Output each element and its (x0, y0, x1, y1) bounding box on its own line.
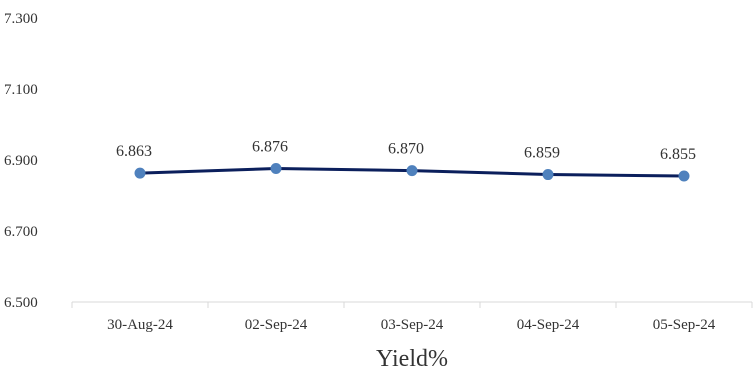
x-tick-label: 04-Sep-24 (517, 317, 580, 333)
data-label: 6.876 (252, 139, 288, 156)
series-markers (134, 163, 690, 182)
data-point (678, 170, 690, 182)
y-tick-label: 6.500 (4, 295, 38, 311)
x-tick-label: 03-Sep-24 (381, 317, 444, 333)
x-axis-tick-marks (71, 302, 753, 308)
data-point (406, 165, 418, 177)
y-tick-label: 6.900 (4, 153, 38, 169)
data-label: 6.859 (524, 145, 560, 162)
x-axis-tick-labels: 30-Aug-24 02-Sep-24 03-Sep-24 04-Sep-24 05-S… (107, 317, 716, 333)
x-axis-title: Yield% (376, 346, 448, 372)
y-tick-label: 6.700 (4, 224, 38, 240)
data-label: 6.863 (116, 143, 152, 160)
y-tick-label: 7.100 (4, 82, 38, 98)
data-label: 6.870 (388, 141, 424, 158)
data-point (542, 169, 554, 181)
x-tick-label: 02-Sep-24 (245, 317, 308, 333)
data-label: 6.855 (660, 146, 696, 163)
data-point (270, 163, 282, 175)
data-point (134, 167, 146, 179)
y-tick-label: 7.300 (4, 11, 38, 27)
x-tick-label: 05-Sep-24 (653, 317, 716, 333)
data-labels: 6.863 6.876 6.870 6.859 6.855 (116, 139, 696, 163)
y-axis-tick-labels: 7.300 7.100 6.900 6.700 6.500 (4, 11, 38, 311)
x-tick-label: 30-Aug-24 (107, 317, 173, 333)
